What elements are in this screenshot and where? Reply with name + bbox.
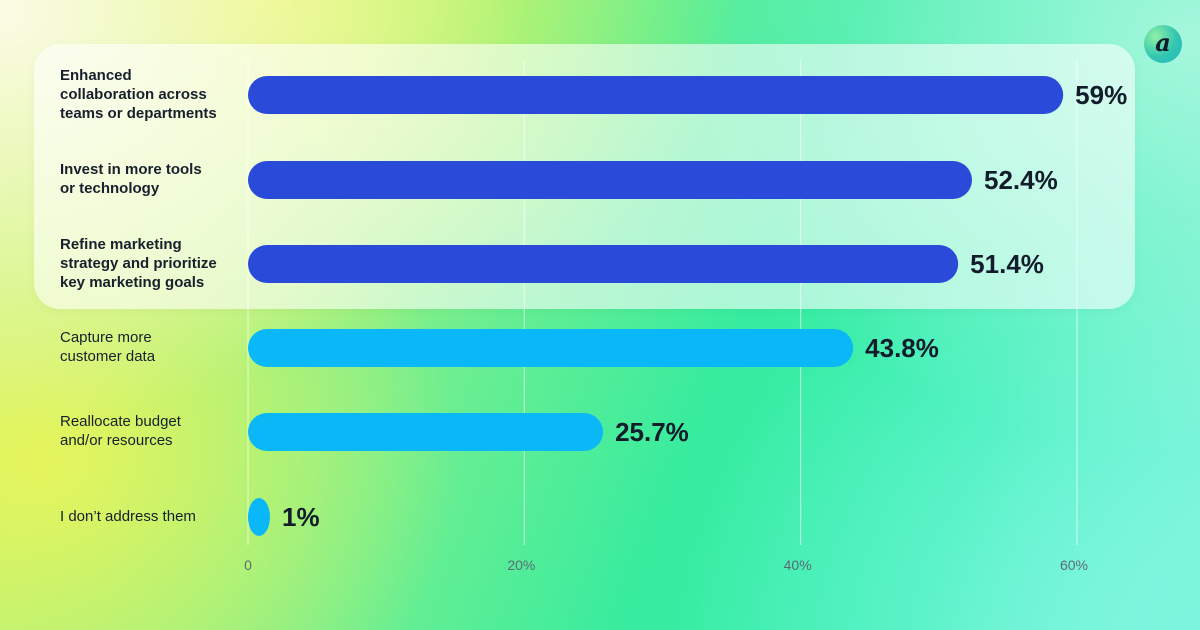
x-tick-label: 40%: [784, 557, 812, 573]
x-tick-label: 20%: [507, 557, 535, 573]
bar-value-label: 51.4%: [970, 249, 1044, 279]
bar: [248, 329, 854, 367]
brand-logo-icon: a: [1144, 25, 1182, 63]
logo-glyph: a: [1155, 27, 1171, 57]
bar-value-label: 59%: [1075, 80, 1127, 110]
bar-value-label: 52.4%: [984, 165, 1058, 195]
bar-value-label: 25.7%: [615, 417, 689, 447]
category-label: Capture more customer data: [60, 329, 156, 365]
bar: [248, 76, 1064, 114]
bar: [248, 413, 604, 451]
bar: [248, 498, 270, 536]
category-label: Refine marketing strategy and prioritize…: [60, 235, 217, 291]
x-tick-label: 60%: [1060, 557, 1088, 573]
category-label: I don’t address them: [60, 507, 196, 525]
bar-value-label: 43.8%: [865, 333, 939, 363]
category-label: Invest in more tools or technology: [60, 161, 202, 197]
category-label: Enhanced collaboration across teams or d…: [60, 66, 217, 122]
x-tick-label: 0: [244, 557, 252, 573]
bar: [248, 245, 959, 283]
bar-value-label: 1%: [282, 502, 320, 532]
bar: [248, 161, 972, 199]
category-label: Reallocate budget and/or resources: [60, 413, 181, 449]
